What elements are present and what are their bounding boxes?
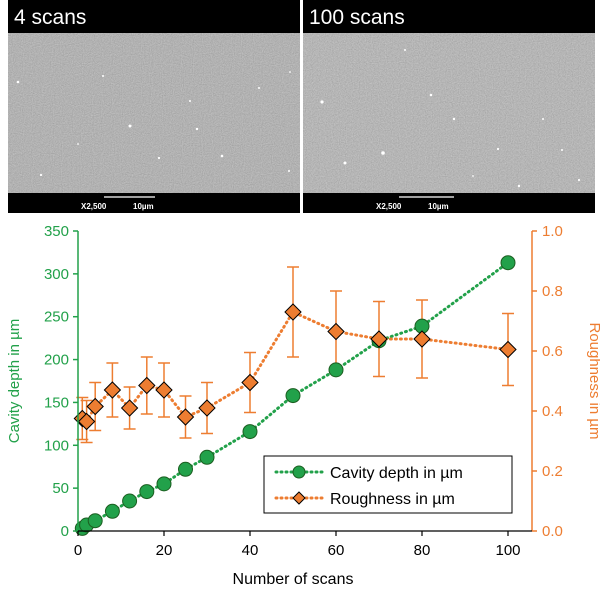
legend: Cavity depth in µm Roughness in µm (263, 455, 513, 514)
x-tick-label: 80 (414, 542, 431, 559)
depth-point (500, 255, 516, 271)
depth-point (199, 449, 215, 465)
x-axis-label: Number of scans (233, 571, 354, 588)
depth-point (178, 461, 193, 477)
depth-point (139, 484, 155, 500)
x-tick-label: 20 (156, 542, 173, 559)
left-y-tick-label: 250 (44, 309, 69, 326)
roughness-point (198, 399, 216, 417)
x-tick-label: 100 (495, 542, 520, 559)
sem-image-4-scans: 4 scans X2,500 10µm (8, 0, 300, 213)
depth-point (87, 513, 103, 529)
roughness-point (176, 408, 195, 426)
x-tick-label: 60 (328, 542, 345, 559)
series-markers (73, 255, 517, 536)
roughness-point (284, 303, 302, 321)
roughness-point (138, 376, 156, 395)
roughness-point (86, 397, 104, 416)
right-y-tick-label: 0.6 (542, 343, 563, 360)
right-y-tick-label: 0.2 (542, 463, 563, 480)
legend-marker (292, 491, 306, 505)
scale-bar-label: 10µm (428, 202, 449, 211)
legend-marker (292, 465, 306, 479)
left-y-tick-label: 150 (44, 394, 69, 411)
left-y-axis-label: Cavity depth in µm (6, 319, 23, 444)
legend-label: Roughness in µm (330, 491, 455, 508)
roughness-point (103, 381, 122, 399)
left-y-tick-label: 100 (44, 437, 69, 454)
sem-particles (16, 71, 291, 177)
left-y-tick-label: 200 (44, 352, 69, 369)
magnification-label: X2,500 (81, 202, 107, 211)
roughness-point (413, 330, 431, 348)
depth-point (328, 362, 344, 378)
right-y-tick-label: 0.4 (542, 403, 563, 420)
sem-particles (320, 49, 581, 188)
roughness-point (155, 381, 173, 399)
left-y-tick-label: 350 (44, 223, 69, 240)
roughness-point (77, 412, 96, 431)
depth-point (122, 493, 138, 509)
sem-image-100-scans: 100 scans X2,500 10µm (303, 0, 595, 213)
left-y-tick-label: 50 (52, 480, 69, 497)
depth-point (104, 503, 120, 519)
x-tick-label: 0 (74, 542, 82, 559)
roughness-point (499, 340, 517, 359)
right-y-axis-label: Roughness in µm (586, 322, 600, 439)
sem-surface (303, 33, 595, 193)
scale-bar-label: 10µm (133, 202, 154, 211)
left-y-tick-label: 0 (61, 523, 69, 540)
legend-box (263, 455, 513, 514)
roughness-point (241, 373, 259, 392)
magnification-label: X2,500 (376, 202, 402, 211)
roughness-point (370, 330, 388, 348)
sem-surface (8, 33, 300, 193)
depth-point (242, 424, 258, 440)
roughness-point (120, 399, 139, 417)
legend-label: Cavity depth in µm (330, 465, 463, 482)
right-y-tick-label: 0.8 (542, 283, 563, 300)
depth-point (285, 388, 301, 404)
panel-title: 4 scans (14, 6, 86, 29)
panel-title: 100 scans (309, 6, 405, 29)
roughness-error-bars (76, 266, 514, 444)
right-y-tick-label: 0.0 (542, 523, 563, 540)
roughness-point (327, 322, 345, 341)
x-tick-label: 40 (242, 542, 259, 559)
depth-point (156, 476, 172, 492)
right-y-tick-label: 1.0 (542, 223, 563, 240)
left-y-tick-label: 300 (44, 266, 69, 283)
